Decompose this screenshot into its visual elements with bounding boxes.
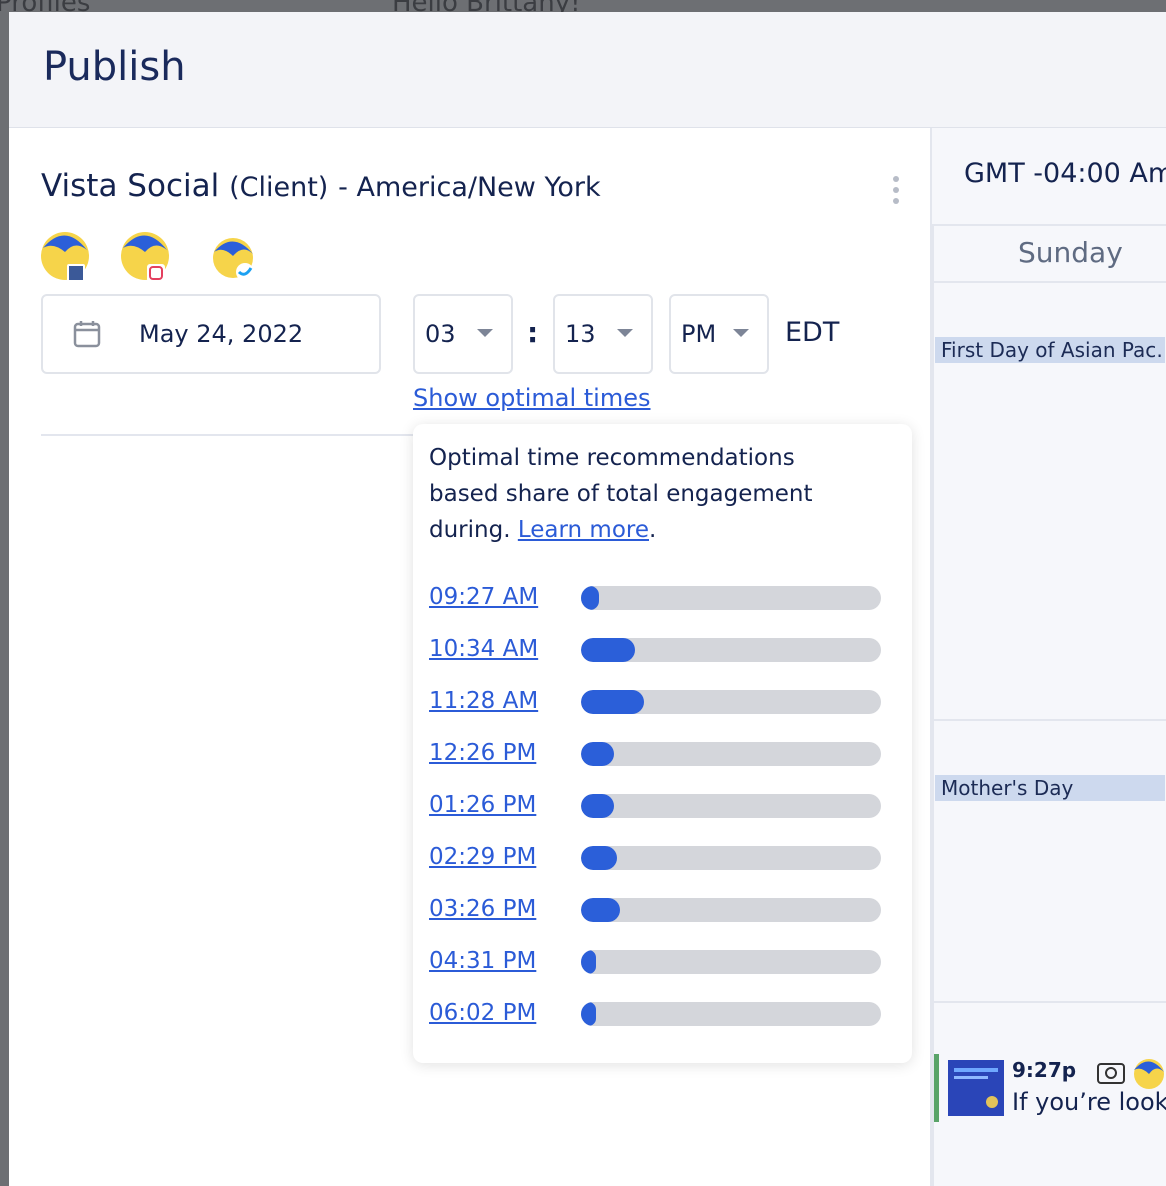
event-chip[interactable]: Mother's Day [935,775,1165,801]
popover-description: Optimal time recommendations based share… [429,440,859,548]
day-header: Sunday [1018,236,1123,269]
calendar-icon [73,320,101,348]
modal-title: Publish [43,44,186,90]
divider [932,719,1166,721]
bar-fill [581,690,644,714]
date-input[interactable]: May 24, 2022 [41,294,381,374]
optimal-time-link[interactable]: 01:26 PM [429,792,536,818]
hour-select[interactable]: 03 [413,294,513,374]
profile-timezone: - America/New York [338,172,600,203]
caret [733,329,749,337]
optimal-time-link[interactable]: 11:28 AM [429,688,538,714]
period-value: PM [681,320,716,348]
bar-track [581,586,881,610]
facebook-avatar[interactable] [41,232,89,282]
optimal-time-link[interactable]: 04:31 PM [429,948,536,974]
post-text: If you’re looki [1012,1088,1166,1116]
bar-fill [581,1002,596,1026]
profile-name: Vista Social [41,168,219,204]
optimal-time-link[interactable]: 10:34 AM [429,636,538,662]
bar-fill [581,846,617,870]
post-thumbnail[interactable] [948,1060,1004,1116]
optimal-time-link[interactable]: 12:26 PM [429,740,536,766]
bar-track [581,950,881,974]
caret [477,329,493,337]
publish-modal: Publish Vista Social (Client) - America/… [9,12,1166,1186]
profile-avatars [39,230,259,286]
bar-fill [581,742,614,766]
event-chip[interactable]: First Day of Asian Pac… [935,337,1165,363]
calendar-panel: GMT -04:00 Am Sunday First Day of Asian … [930,128,1166,1186]
post-status-bar [934,1054,939,1122]
minute-value: 13 [565,320,596,348]
optimal-time-link[interactable]: 03:26 PM [429,896,536,922]
post-time: 9:27p [1012,1058,1076,1082]
divider [932,224,1166,226]
profile-heading: Vista Social (Client) - America/New York [41,168,601,204]
bar-track [581,794,881,818]
divider [41,434,421,436]
bar-fill [581,950,596,974]
bar-track [581,638,881,662]
timezone-label: EDT [785,317,839,348]
optimal-times-popover: Optimal time recommendations based share… [413,424,912,1063]
optimal-time-link[interactable]: 06:02 PM [429,1000,536,1026]
bar-fill [581,898,620,922]
date-value: May 24, 2022 [139,320,303,348]
bar-track [581,1002,881,1026]
minute-select[interactable]: 13 [553,294,653,374]
bar-fill [581,638,635,662]
twitter-avatar[interactable] [213,238,254,281]
bar-track [581,846,881,870]
period-select[interactable]: PM [669,294,769,374]
bar-fill [581,794,614,818]
more-menu[interactable] [892,175,900,205]
bar-track [581,690,881,714]
caret [617,329,633,337]
bar-track [581,898,881,922]
show-optimal-link[interactable]: Show optimal times [413,384,651,412]
calendar-timezone: GMT -04:00 Am [964,158,1166,189]
bar-track [581,742,881,766]
description-end: . [649,517,656,543]
modal-header: Publish [9,12,1166,128]
divider [932,1001,1166,1003]
optimal-time-link[interactable]: 09:27 AM [429,584,538,610]
optimal-time-link[interactable]: 02:29 PM [429,844,536,870]
hour-value: 03 [425,320,456,348]
divider [932,281,1166,283]
column-line [932,224,934,1186]
post-icons [1096,1058,1166,1090]
instagram-avatar[interactable] [121,232,169,282]
bar-fill [581,586,599,610]
learn-more-link[interactable]: Learn more [518,517,649,543]
time-separator: : [527,316,538,349]
profile-role: (Client) [229,172,328,203]
